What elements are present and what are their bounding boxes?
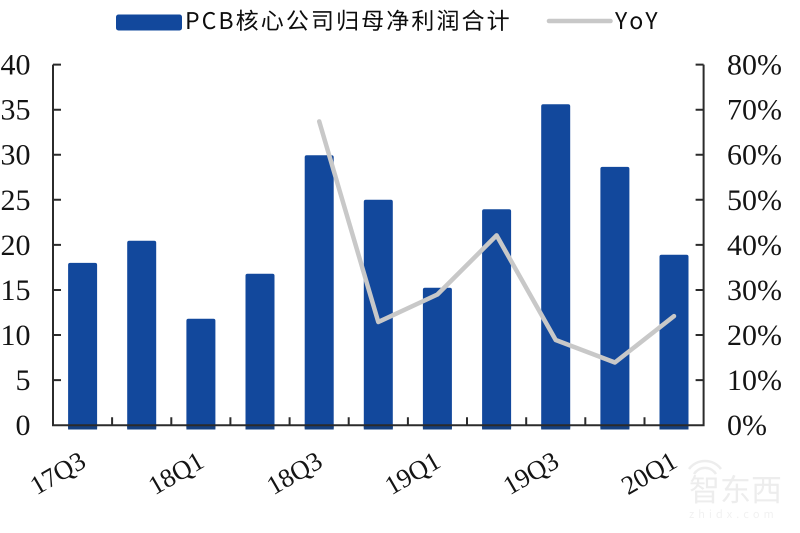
svg-text:10%: 10%: [727, 364, 782, 397]
svg-text:70%: 70%: [727, 94, 782, 127]
svg-text:20: 20: [1, 229, 31, 262]
svg-text:5: 5: [16, 364, 31, 397]
svg-text:80%: 80%: [727, 49, 782, 82]
svg-text:50%: 50%: [727, 184, 782, 217]
svg-text:0: 0: [16, 409, 31, 442]
svg-text:25: 25: [1, 184, 31, 217]
svg-text:30%: 30%: [727, 274, 782, 307]
svg-text:0%: 0%: [727, 409, 767, 442]
svg-text:60%: 60%: [727, 139, 782, 172]
svg-text:30: 30: [1, 139, 31, 172]
svg-text:40%: 40%: [727, 229, 782, 262]
svg-text:10: 10: [1, 319, 31, 352]
svg-text:40: 40: [1, 49, 31, 82]
svg-text:15: 15: [1, 274, 31, 307]
svg-text:35: 35: [1, 94, 31, 127]
svg-text:20%: 20%: [727, 319, 782, 352]
